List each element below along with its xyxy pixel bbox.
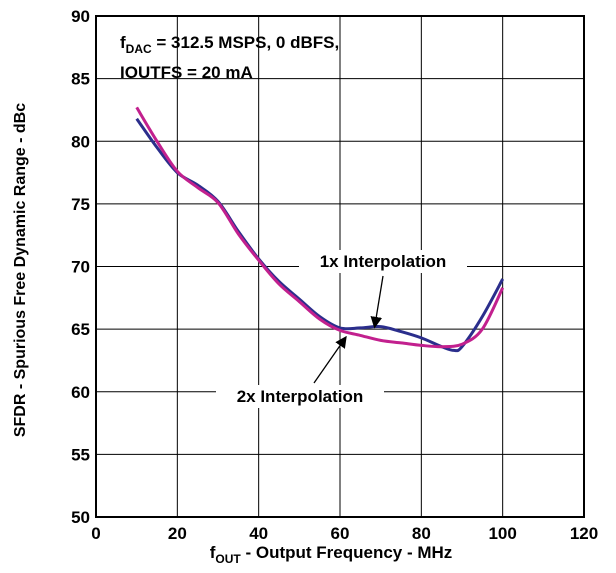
y-tick-label: 75 [71, 195, 90, 214]
callouts: 1x Interpolation 2x Interpolation [216, 250, 467, 408]
x-axis-label-main: f [210, 543, 216, 562]
x-tick-label: 40 [249, 524, 268, 543]
x-tick-label: 0 [91, 524, 100, 543]
callout-bg [299, 250, 467, 273]
x-tick-label: 100 [488, 524, 516, 543]
x-axis-label-sub: OUT [215, 552, 241, 566]
tick-labels: 0 20 40 60 80 100 120 50 55 60 65 70 75 80 85 90 [71, 7, 598, 543]
y-tick-label: 85 [71, 70, 90, 89]
y-axis-label: SFDR - Spurious Free Dynamic Range - dBc [12, 103, 29, 437]
x-axis-label: fOUT - Output Frequency - MHz [210, 543, 453, 566]
series-line-1x [135, 117, 505, 353]
callout-label: 1x Interpolation [320, 252, 447, 271]
conditions-rest: = 312.5 MSPS, 0 dBFS, [152, 33, 340, 52]
conditions-f: f [120, 33, 126, 52]
series-lines [135, 106, 505, 353]
y-tick-label: 70 [71, 258, 90, 277]
callout-label: 2x Interpolation [237, 387, 364, 406]
y-tick-label: 90 [71, 7, 90, 26]
conditions-line1: fDAC = 312.5 MSPS, 0 dBFS, [120, 33, 339, 56]
callout-arrow [313, 335, 347, 384]
conditions-sub: DAC [126, 42, 152, 56]
y-tick-label: 65 [71, 320, 90, 339]
conditions-line2: IOUTFS = 20 mA [120, 63, 253, 82]
x-tick-label: 80 [412, 524, 431, 543]
callout-arrow [370, 275, 384, 329]
y-tick-label: 55 [71, 445, 90, 464]
y-tick-label: 50 [71, 508, 90, 527]
y-tick-label: 80 [71, 132, 90, 151]
series-line-2x [135, 106, 505, 349]
x-tick-label: 20 [168, 524, 187, 543]
callout-bg [216, 385, 384, 408]
plot-frame [95, 15, 585, 518]
y-tick-label: 60 [71, 383, 90, 402]
x-tick-label: 120 [570, 524, 598, 543]
x-axis-label-rest: - Output Frequency - MHz [241, 543, 453, 562]
x-tick-label: 60 [331, 524, 350, 543]
